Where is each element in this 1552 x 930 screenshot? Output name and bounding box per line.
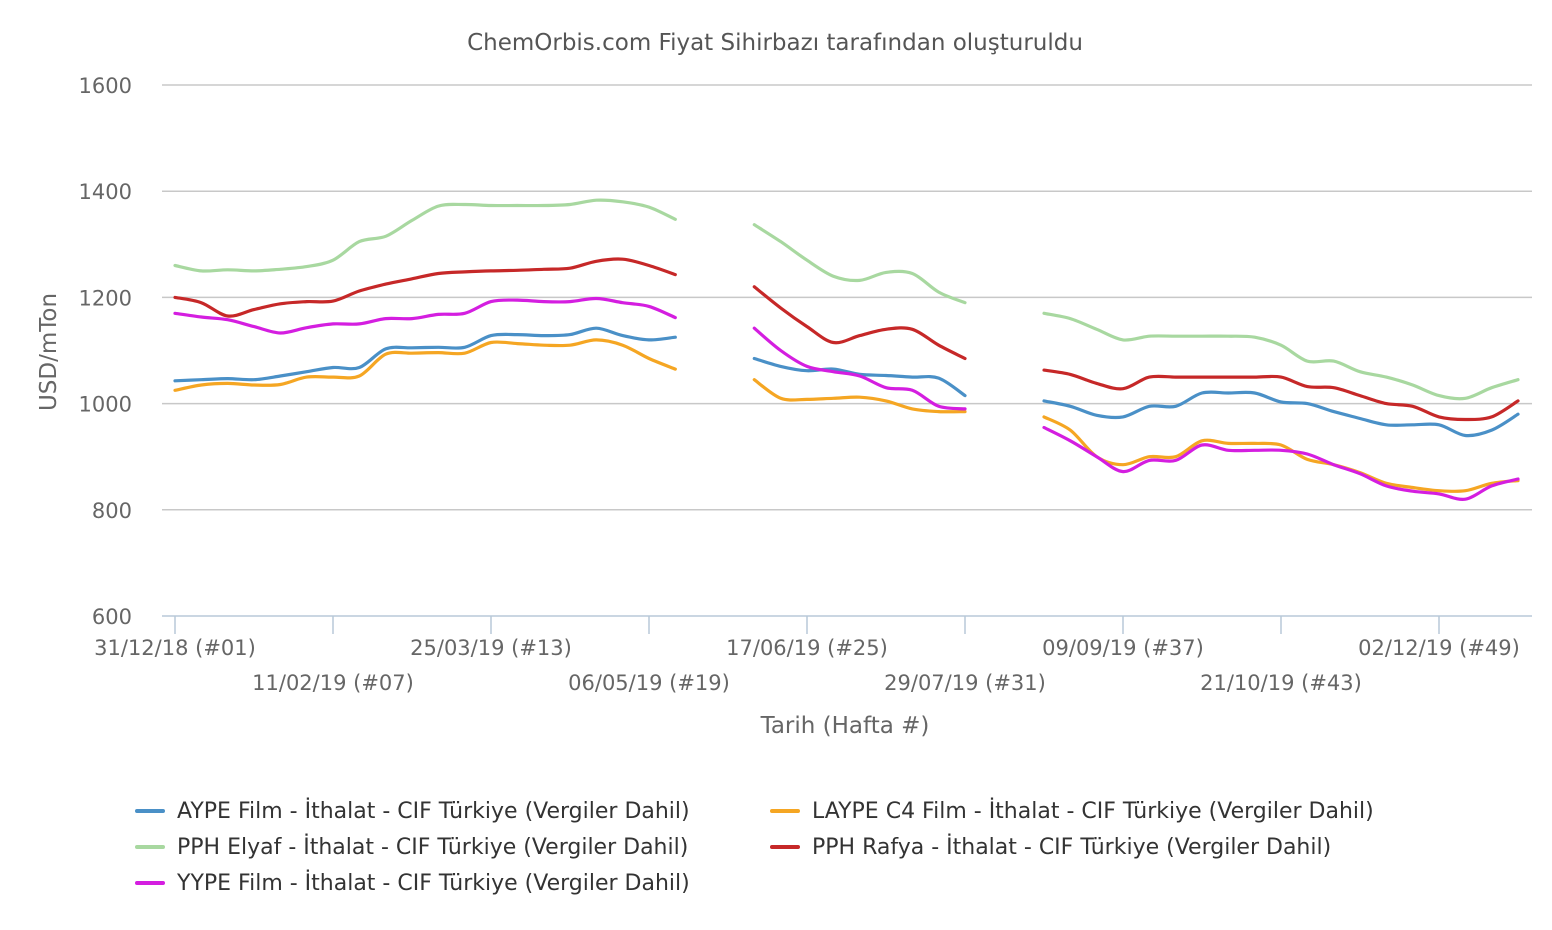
x-tick-label: 11/02/19 (#07) xyxy=(252,671,414,695)
x-tick-label: 29/07/19 (#31) xyxy=(884,671,1046,695)
series-line-segment xyxy=(752,285,967,361)
legend-item[interactable]: PPH Elyaf - İthalat - CIF Türkiye (Vergi… xyxy=(135,831,688,863)
legend-swatch xyxy=(135,809,165,813)
series-1-line xyxy=(173,326,1520,438)
series-line-segment xyxy=(173,198,677,273)
x-axis-label: Tarih (Hafta #) xyxy=(760,713,930,739)
series-lines xyxy=(173,198,1520,501)
y-tick-label: 1600 xyxy=(79,74,132,98)
legend-label: YYPE Film - İthalat - CIF Türkiye (Vergi… xyxy=(177,870,690,896)
chart-title: ChemOrbis.com Fiyat Sihirbazı tarafından… xyxy=(467,30,1083,56)
series-line-segment xyxy=(1042,368,1520,422)
y-tick-label: 1400 xyxy=(79,180,132,204)
series-5-line xyxy=(173,296,1520,501)
series-line-segment xyxy=(1042,390,1520,438)
series-line-segment xyxy=(1042,311,1520,401)
grid-lines xyxy=(162,84,1532,511)
legend-swatch xyxy=(135,845,165,849)
series-2-line xyxy=(173,338,1520,493)
legend-item[interactable]: AYPE Film - İthalat - CIF Türkiye (Vergi… xyxy=(135,795,690,827)
legend-swatch xyxy=(770,845,800,849)
series-4-line xyxy=(173,257,1520,422)
x-tick-label: 09/09/19 (#37) xyxy=(1042,636,1204,660)
legend-label: LAYPE C4 Film - İthalat - CIF Türkiye (V… xyxy=(812,798,1374,824)
series-line-segment xyxy=(752,326,967,411)
series-line-segment xyxy=(1042,415,1520,493)
legend-label: AYPE Film - İthalat - CIF Türkiye (Vergi… xyxy=(177,798,690,824)
legend-swatch xyxy=(135,881,165,885)
x-tick-label: 06/05/19 (#19) xyxy=(568,671,730,695)
x-tick-label: 25/03/19 (#13) xyxy=(410,636,572,660)
x-tick-label: 31/12/18 (#01) xyxy=(94,636,256,660)
y-tick-label: 600 xyxy=(92,605,132,629)
series-line-segment xyxy=(1042,425,1520,501)
series-3-line xyxy=(173,198,1520,401)
legend-swatch xyxy=(770,809,800,813)
series-line-segment xyxy=(173,326,677,383)
x-tick-label: 02/12/19 (#49) xyxy=(1358,636,1520,660)
legend-label: PPH Elyaf - İthalat - CIF Türkiye (Vergi… xyxy=(177,834,689,860)
x-tick-label: 21/10/19 (#43) xyxy=(1200,671,1362,695)
series-line-segment xyxy=(173,338,677,392)
x-axis: 31/12/18 (#01) 11/02/19 (#07) 25/03/19 (#1… xyxy=(94,615,1532,695)
series-line-segment xyxy=(752,378,967,414)
y-tick-label: 1200 xyxy=(79,286,132,310)
y-tick-label: 800 xyxy=(92,499,132,523)
legend-item[interactable]: PPH Rafya - İthalat - CIF Türkiye (Vergi… xyxy=(770,831,1331,863)
y-axis: 600 800 1000 1200 1400 1600 xyxy=(79,74,132,629)
series-line-segment xyxy=(173,257,677,318)
legend-item[interactable]: LAYPE C4 Film - İthalat - CIF Türkiye (V… xyxy=(770,795,1374,827)
series-line-segment xyxy=(752,223,967,305)
series-line-segment xyxy=(173,296,677,335)
y-tick-label: 1000 xyxy=(79,393,132,417)
x-tick-label: 17/06/19 (#25) xyxy=(726,636,888,660)
legend-label: PPH Rafya - İthalat - CIF Türkiye (Vergi… xyxy=(812,834,1332,860)
legend-item[interactable]: YYPE Film - İthalat - CIF Türkiye (Vergi… xyxy=(135,867,690,899)
y-axis-label: USD/mTon xyxy=(36,293,62,411)
